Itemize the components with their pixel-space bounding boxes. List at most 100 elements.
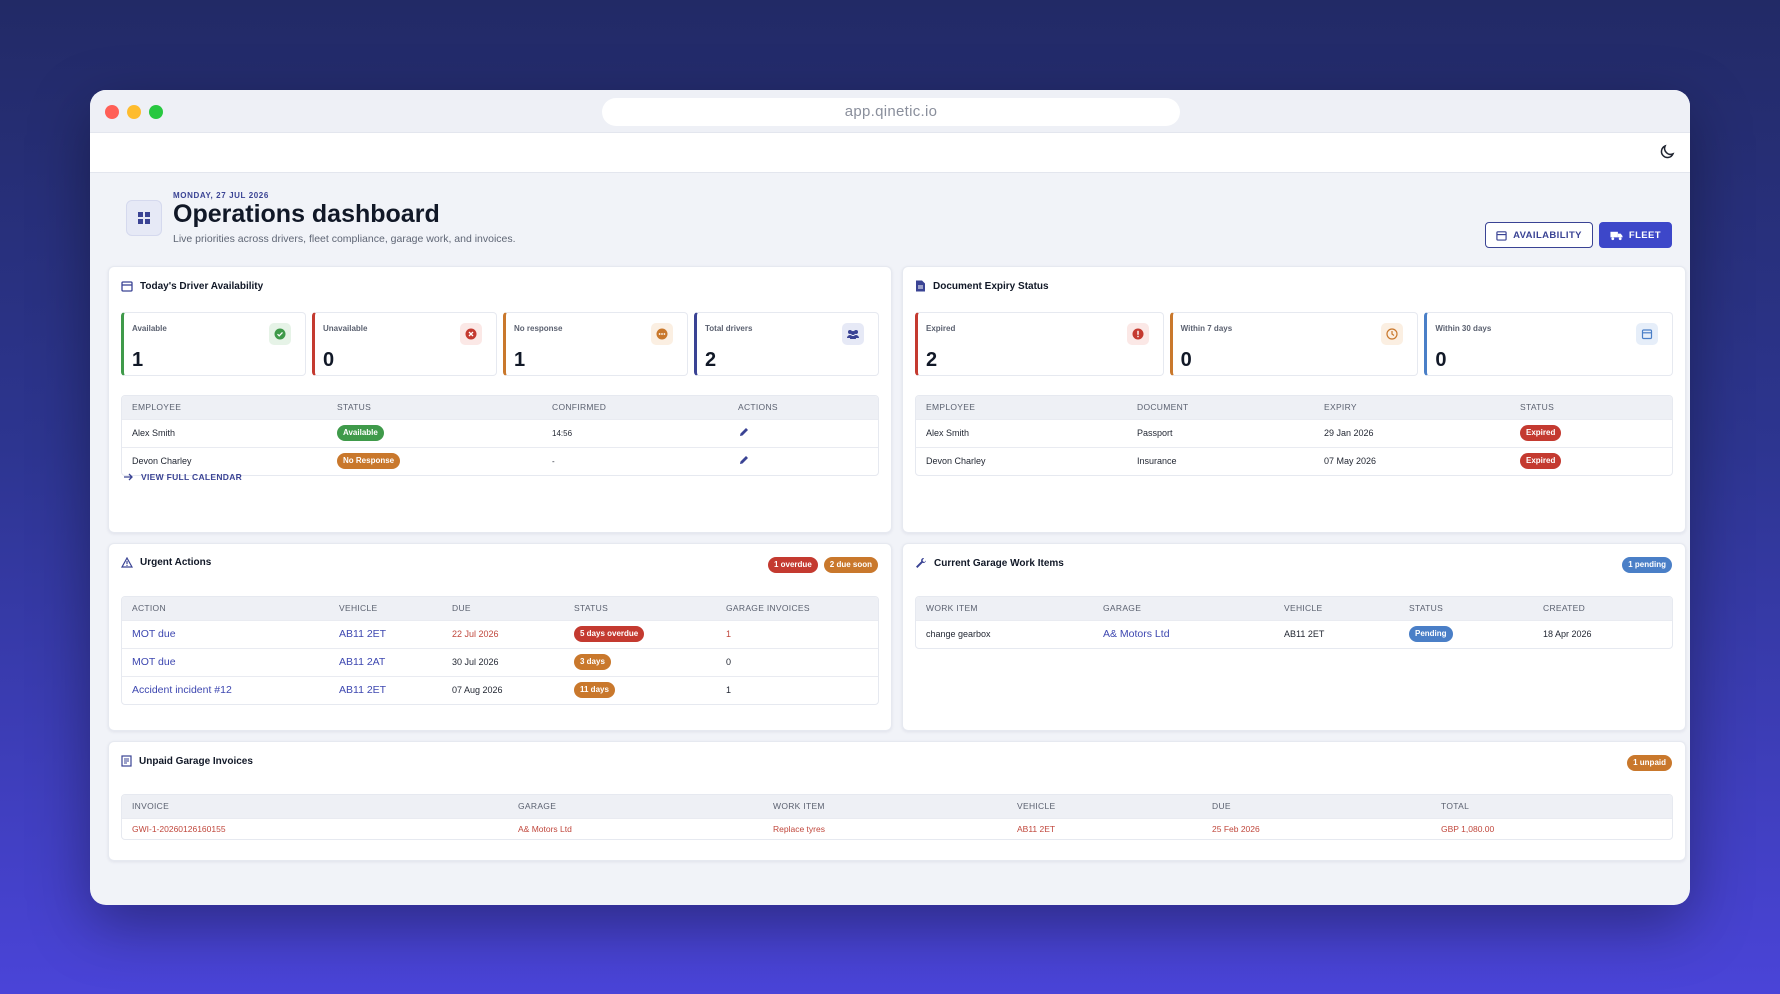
stat-value: 2 (705, 349, 717, 371)
unpaid-invoices-table: INVOICE GARAGE WORK ITEM VEHICLE DUE TOT… (121, 794, 1673, 840)
minimize-window-button[interactable] (127, 105, 141, 119)
document-cell: Passport (1127, 418, 1314, 447)
header-actions: AVAILABILITY FLEET (1485, 222, 1672, 248)
stat-available: Available 1 (121, 312, 306, 376)
page-date: MONDAY, 27 JUL 2026 (173, 191, 269, 200)
card-title: Today's Driver Availability (121, 280, 263, 292)
column-header[interactable]: VEHICLE (1274, 597, 1399, 620)
status-cell: 3 days (564, 647, 716, 676)
window-controls (105, 105, 163, 119)
column-header[interactable]: WORK ITEM (763, 795, 1007, 818)
unpaid-invoices-card: Unpaid Garage Invoices 1 unpaid INVOICE … (108, 741, 1686, 861)
vehicle-link[interactable]: AB11 2AT (329, 647, 442, 676)
edit-pencil-icon[interactable] (738, 426, 750, 438)
availability-button[interactable]: AVAILABILITY (1485, 222, 1593, 248)
dashboard-grid-icon (126, 200, 162, 236)
fleet-button[interactable]: FLEET (1598, 222, 1672, 248)
alert-circle-icon (1126, 323, 1149, 345)
column-header[interactable]: STATUS (1510, 396, 1672, 419)
table-row[interactable]: Alex Smith Passport 29 Jan 2026 Expired (916, 418, 1672, 447)
column-header[interactable]: TOTAL (1431, 795, 1672, 818)
table-row[interactable]: change gearbox A& Motors Ltd AB11 2ET Pe… (916, 619, 1672, 648)
column-header[interactable]: ACTION (122, 597, 329, 620)
status-badge: No Response (337, 453, 401, 470)
urgent-actions-table: ACTION VEHICLE DUE STATUS GARAGE INVOICE… (121, 596, 879, 705)
driver-availability-card: Today's Driver Availability Available 1 … (108, 266, 892, 533)
column-header[interactable]: CONFIRMED (542, 396, 728, 419)
employee-cell: Devon Charley (916, 446, 1127, 475)
column-header[interactable]: EMPLOYEE (916, 396, 1127, 419)
stat-label: Total drivers (705, 324, 753, 333)
garage-work-card: Current Garage Work Items 1 pending WORK… (902, 543, 1686, 731)
column-header[interactable]: VEHICLE (329, 597, 442, 620)
action-link[interactable]: Accident incident #12 (122, 675, 329, 704)
confirmed-cell: - (542, 446, 728, 475)
table-row[interactable]: MOT due AB11 2ET 22 Jul 2026 5 days over… (122, 619, 878, 648)
status-badge: Pending (1409, 626, 1453, 643)
status-cell: No Response (327, 446, 542, 475)
status-badge: Expired (1520, 425, 1562, 441)
table-row[interactable]: Devon Charley Insurance 07 May 2026 Expi… (916, 446, 1672, 475)
column-header[interactable]: GARAGE (1093, 597, 1274, 620)
fleet-button-label: FLEET (1628, 229, 1661, 241)
column-header[interactable]: GARAGE (508, 795, 763, 818)
column-header[interactable]: EMPLOYEE (122, 396, 327, 419)
url-bar[interactable]: app.qinetic.io (602, 98, 1180, 126)
table-row[interactable]: Devon Charley No Response - (122, 446, 878, 475)
document-table: EMPLOYEE DOCUMENT EXPIRY STATUS Alex Smi… (915, 395, 1673, 476)
card-title: Document Expiry Status (915, 280, 1049, 292)
column-header[interactable]: DUE (1202, 795, 1431, 818)
table-row[interactable]: Accident incident #12 AB11 2ET 07 Aug 20… (122, 675, 878, 704)
action-link[interactable]: MOT due (122, 619, 329, 648)
card-title: Urgent Actions (121, 557, 211, 568)
vehicle-link[interactable]: AB11 2ET (329, 619, 442, 648)
status-badge: 5 days overdue (574, 626, 645, 642)
due-cell: 07 Aug 2026 (442, 675, 564, 704)
garage-link[interactable]: A& Motors Ltd (1093, 619, 1274, 648)
stat-label: Within 7 days (1180, 324, 1233, 333)
vehicle-cell: AB11 2ET (1274, 619, 1399, 648)
status-cell: 5 days overdue (564, 619, 716, 648)
action-link[interactable]: MOT due (122, 647, 329, 676)
moon-icon[interactable] (1658, 143, 1676, 161)
column-header[interactable]: ACTIONS (728, 396, 878, 419)
stat-expired: Expired 2 (915, 312, 1164, 376)
table-row[interactable]: MOT due AB11 2AT 30 Jul 2026 3 days 0 (122, 647, 878, 676)
column-header[interactable]: GARAGE INVOICES (716, 597, 878, 620)
vehicle-link[interactable]: AB11 2ET (329, 675, 442, 704)
app-topbar (90, 133, 1690, 173)
actions-cell (728, 418, 878, 447)
table-row[interactable]: GWI-1-20260126160155 A& Motors Ltd Repla… (122, 817, 1672, 839)
page-subtitle: Live priorities across drivers, fleet co… (173, 233, 516, 245)
table-row[interactable]: Alex Smith Available 14:56 (122, 418, 878, 447)
status-badge: 11 days (574, 682, 615, 699)
close-window-button[interactable] (105, 105, 119, 119)
column-header[interactable]: DOCUMENT (1127, 396, 1314, 419)
column-header[interactable]: CREATED (1533, 597, 1672, 620)
browser-window: app.qinetic.io MONDAY, 27 JUL 2026 Opera… (90, 90, 1690, 905)
pending-badge: 1 pending (1622, 557, 1672, 573)
stat-value: 0 (1180, 349, 1192, 371)
invoice-cell[interactable]: GWI-1-20260126160155 (122, 817, 508, 839)
document-cell: Insurance (1127, 446, 1314, 475)
column-header[interactable]: WORK ITEM (916, 597, 1093, 620)
status-cell: Pending (1399, 619, 1533, 648)
stat-label: Unavailable (323, 324, 368, 333)
column-header[interactable]: EXPIRY (1314, 396, 1510, 419)
view-full-calendar-link[interactable]: VIEW FULL CALENDAR (123, 472, 242, 482)
edit-pencil-icon[interactable] (738, 454, 750, 466)
due-soon-badge: 2 due soon (823, 557, 878, 573)
due-cell: 22 Jul 2026 (442, 619, 564, 648)
expiry-cell: 07 May 2026 (1314, 446, 1510, 475)
column-header[interactable]: VEHICLE (1007, 795, 1202, 818)
document-icon (916, 280, 925, 292)
card-title: Unpaid Garage Invoices (121, 755, 253, 767)
column-header[interactable]: STATUS (1399, 597, 1533, 620)
maximize-window-button[interactable] (149, 105, 163, 119)
column-header[interactable]: STATUS (327, 396, 542, 419)
column-header[interactable]: DUE (442, 597, 564, 620)
column-header[interactable]: STATUS (564, 597, 716, 620)
stat-within-7-days: Within 7 days 0 (1169, 312, 1419, 376)
column-header[interactable]: INVOICE (122, 795, 508, 818)
stat-label: Available (132, 324, 167, 333)
